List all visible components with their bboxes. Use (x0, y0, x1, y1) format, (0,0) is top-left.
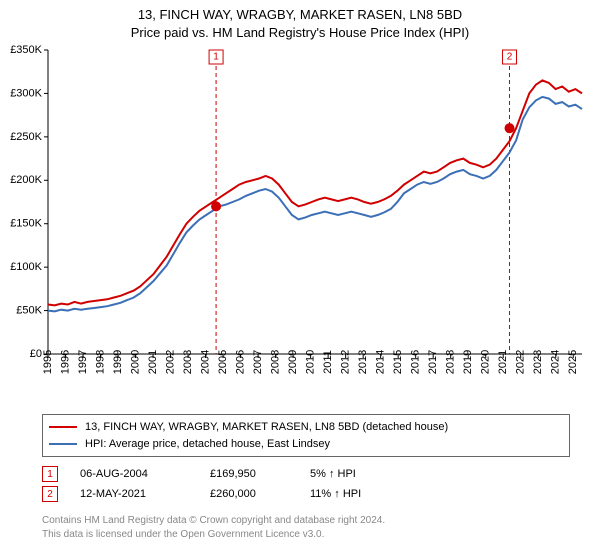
legend-row-blue: HPI: Average price, detached house, East… (49, 436, 563, 453)
legend-label-blue: HPI: Average price, detached house, East… (85, 436, 330, 453)
up-arrow-icon: ↑ (334, 488, 340, 500)
legend-label-red: 13, FINCH WAY, WRAGBY, MARKET RASEN, LN8… (85, 419, 448, 436)
svg-text:£0: £0 (30, 348, 42, 360)
svg-text:2006: 2006 (234, 350, 246, 374)
sale-marker-icon: 1 (42, 466, 58, 482)
svg-text:2003: 2003 (182, 350, 194, 374)
svg-text:2: 2 (507, 52, 513, 63)
sale-price: £169,950 (210, 468, 310, 480)
svg-text:2007: 2007 (252, 350, 264, 374)
footer-line-2: This data is licensed under the Open Gov… (42, 528, 582, 542)
svg-text:2015: 2015 (392, 350, 404, 374)
svg-text:2023: 2023 (532, 350, 544, 374)
svg-text:2000: 2000 (129, 350, 141, 374)
svg-text:£250K: £250K (10, 131, 42, 143)
svg-text:2016: 2016 (410, 350, 422, 374)
chart-area: £0 £50K £100K £150K £200K £250K £300K £350K 1995… (0, 42, 600, 404)
svg-text:1996: 1996 (59, 350, 71, 374)
sale-row: 2 12-MAY-2021 £260,000 11% ↑ HPI (30, 484, 590, 504)
svg-text:£350K: £350K (10, 44, 42, 56)
up-arrow-icon: ↑ (329, 468, 335, 480)
svg-text:2021: 2021 (497, 350, 509, 374)
svg-text:2002: 2002 (164, 350, 176, 374)
sale-marker-num: 1 (47, 469, 53, 480)
svg-text:2017: 2017 (427, 350, 439, 374)
sale-marker-icon: 2 (42, 486, 58, 502)
svg-text:£200K: £200K (10, 174, 42, 186)
sales-table: 1 06-AUG-2004 £169,950 5% ↑ HPI 2 12-MAY… (30, 464, 590, 504)
svg-text:2004: 2004 (199, 350, 211, 374)
svg-text:£300K: £300K (10, 87, 42, 99)
svg-text:2020: 2020 (480, 350, 492, 374)
svg-text:£150K: £150K (10, 218, 42, 230)
title-line-1: 13, FINCH WAY, WRAGBY, MARKET RASEN, LN8… (0, 6, 600, 24)
svg-text:1: 1 (213, 52, 219, 63)
svg-text:2014: 2014 (375, 350, 387, 374)
svg-text:1998: 1998 (94, 350, 106, 374)
svg-text:1999: 1999 (112, 350, 124, 374)
svg-text:2024: 2024 (550, 350, 562, 374)
sale-date: 12-MAY-2021 (80, 488, 210, 500)
line-chart: £0 £50K £100K £150K £200K £250K £300K £350K 1995… (0, 42, 600, 404)
sale-row: 1 06-AUG-2004 £169,950 5% ↑ HPI (30, 464, 590, 484)
legend-row-red: 13, FINCH WAY, WRAGBY, MARKET RASEN, LN8… (49, 419, 563, 436)
svg-text:£50K: £50K (16, 304, 42, 316)
svg-text:2013: 2013 (357, 350, 369, 374)
sale-pct: 5% ↑ HPI (310, 468, 430, 480)
svg-text:2022: 2022 (515, 350, 527, 374)
svg-text:2011: 2011 (322, 350, 334, 374)
legend-swatch-red (49, 426, 77, 428)
title-line-2: Price paid vs. HM Land Registry's House … (0, 24, 600, 42)
sale-date: 06-AUG-2004 (80, 468, 210, 480)
legend: 13, FINCH WAY, WRAGBY, MARKET RASEN, LN8… (42, 414, 570, 457)
svg-text:£100K: £100K (10, 261, 42, 273)
sale-price: £260,000 (210, 488, 310, 500)
svg-text:2025: 2025 (567, 350, 579, 374)
svg-text:2012: 2012 (340, 350, 352, 374)
svg-text:2010: 2010 (305, 350, 317, 374)
svg-text:2009: 2009 (287, 350, 299, 374)
footer-attribution: Contains HM Land Registry data © Crown c… (42, 514, 582, 541)
svg-text:1995: 1995 (42, 350, 54, 374)
svg-text:2001: 2001 (147, 350, 159, 374)
sale-marker-num: 2 (47, 489, 53, 500)
svg-text:1997: 1997 (77, 350, 89, 374)
svg-text:2005: 2005 (217, 350, 229, 374)
svg-text:2018: 2018 (445, 350, 457, 374)
legend-swatch-blue (49, 443, 77, 445)
sale-pct: 11% ↑ HPI (310, 488, 430, 500)
svg-text:2008: 2008 (270, 350, 282, 374)
svg-text:2019: 2019 (462, 350, 474, 374)
footer-line-1: Contains HM Land Registry data © Crown c… (42, 514, 582, 528)
chart-title: 13, FINCH WAY, WRAGBY, MARKET RASEN, LN8… (0, 0, 600, 42)
